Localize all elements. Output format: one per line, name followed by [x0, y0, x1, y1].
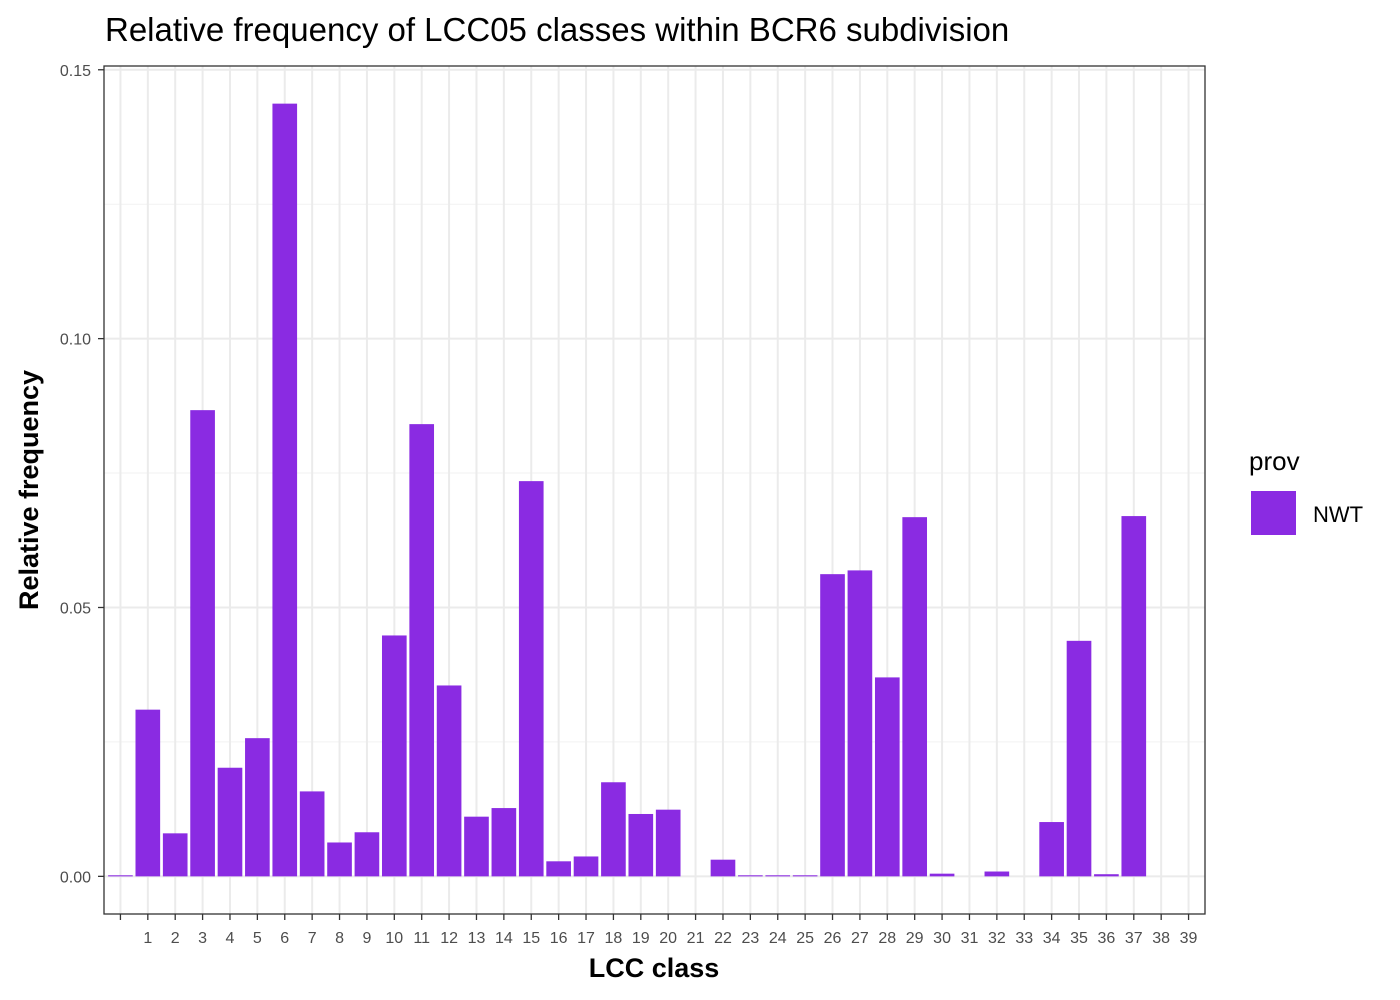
- x-tick-label: 26: [824, 930, 842, 947]
- x-tick-label: 34: [1043, 930, 1061, 947]
- x-tick-label: 29: [906, 930, 924, 947]
- bar-17: [573, 856, 599, 877]
- bar-35: [1066, 640, 1092, 877]
- bar-22: [710, 859, 736, 877]
- bar-3: [190, 410, 215, 877]
- bar-8: [327, 842, 352, 877]
- x-tick-label: 31: [961, 930, 979, 947]
- bar-7: [299, 791, 325, 877]
- bar-27: [847, 570, 873, 877]
- y-tick-label: 0.15: [60, 63, 91, 80]
- x-tick-label: 21: [687, 930, 705, 947]
- legend-label-nwt: NWT: [1313, 502, 1363, 527]
- x-tick-label: 13: [468, 930, 486, 947]
- x-tick-label: 6: [280, 930, 289, 947]
- x-tick-label: 5: [253, 930, 262, 947]
- x-tick-label: 36: [1098, 930, 1116, 947]
- x-tick-label: 11: [413, 930, 430, 947]
- x-tick-label: 15: [522, 930, 540, 947]
- x-tick-label: 1: [143, 930, 152, 947]
- bar-20: [655, 809, 681, 877]
- bar-32: [984, 871, 1010, 877]
- x-tick-label: 35: [1070, 930, 1088, 947]
- y-tick-label: 0.10: [60, 332, 91, 349]
- x-tick-label: 20: [659, 930, 677, 947]
- bar-2: [162, 833, 188, 877]
- x-axis: 1 2 3 4 5 6 7 8 9 10 11 12 13 14 15 16 17 18 19 20 21 22 23 24 2…: [119, 914, 1198, 947]
- x-tick-label: 33: [1015, 930, 1033, 947]
- bar-blank: [108, 875, 133, 877]
- x-tick-label: 12: [440, 930, 458, 947]
- bar-25: [792, 875, 818, 877]
- x-tick-label: 37: [1125, 930, 1143, 947]
- bar-30: [929, 873, 955, 877]
- x-tick-label: 7: [308, 930, 317, 947]
- x-tick-label: 30: [933, 930, 951, 947]
- bar-18: [601, 782, 626, 877]
- y-tick-label: 0.00: [60, 869, 91, 886]
- bar-9: [354, 832, 380, 877]
- chart-title: Relative frequency of LCC05 classes with…: [105, 11, 1009, 48]
- y-axis: 0.00 0.05 0.10 0.15: [60, 63, 104, 886]
- bars-layer: [108, 103, 1147, 877]
- bar-23: [738, 875, 763, 877]
- bar-10: [381, 635, 407, 877]
- bar-36: [1094, 874, 1119, 877]
- x-tick-label: 17: [577, 930, 595, 947]
- legend-title: prov: [1249, 446, 1300, 476]
- legend-key-nwt: [1251, 491, 1296, 535]
- bar-15: [518, 481, 544, 877]
- bar-28: [874, 677, 900, 877]
- x-tick-label: 16: [550, 930, 568, 947]
- bar-14: [491, 808, 517, 877]
- x-tick-label: 10: [385, 930, 403, 947]
- x-tick-label: 4: [226, 930, 235, 947]
- bar-1: [135, 709, 161, 877]
- bar-19: [628, 813, 654, 877]
- bar-34: [1039, 822, 1064, 877]
- x-tick-label: 8: [335, 930, 344, 947]
- x-tick-label: 23: [741, 930, 759, 947]
- bar-16: [546, 861, 571, 877]
- y-tick-label: 0.05: [60, 600, 91, 617]
- bar-11: [409, 424, 435, 877]
- bar-4: [217, 767, 243, 877]
- x-tick-label: 9: [362, 930, 371, 947]
- x-tick-label: 28: [878, 930, 896, 947]
- bar-13: [464, 816, 489, 877]
- bar-6: [272, 103, 298, 877]
- x-tick-label: 24: [769, 930, 787, 947]
- plot-border: [103, 65, 1206, 915]
- bar-24: [765, 875, 791, 877]
- x-tick-label: 14: [495, 930, 513, 947]
- x-tick-label: 32: [988, 930, 1006, 947]
- x-tick-label: 3: [198, 930, 207, 947]
- x-tick-label: 19: [632, 930, 650, 947]
- x-tick-label: 38: [1152, 930, 1170, 947]
- bar-29: [902, 517, 928, 877]
- y-axis-title: Relative frequency: [14, 370, 44, 610]
- x-tick-label: 18: [605, 930, 623, 947]
- x-tick-label: 39: [1180, 930, 1198, 947]
- bar-37: [1121, 516, 1147, 877]
- x-tick-label: 25: [796, 930, 814, 947]
- bar-12: [436, 685, 462, 877]
- legend: prov NWT: [1249, 446, 1363, 535]
- bar-5: [245, 738, 270, 877]
- x-axis-title: LCC class: [589, 953, 720, 983]
- x-tick-label: 22: [714, 930, 732, 947]
- x-tick-label: 2: [171, 930, 180, 947]
- bar-26: [820, 574, 845, 877]
- x-tick-label: 27: [851, 930, 869, 947]
